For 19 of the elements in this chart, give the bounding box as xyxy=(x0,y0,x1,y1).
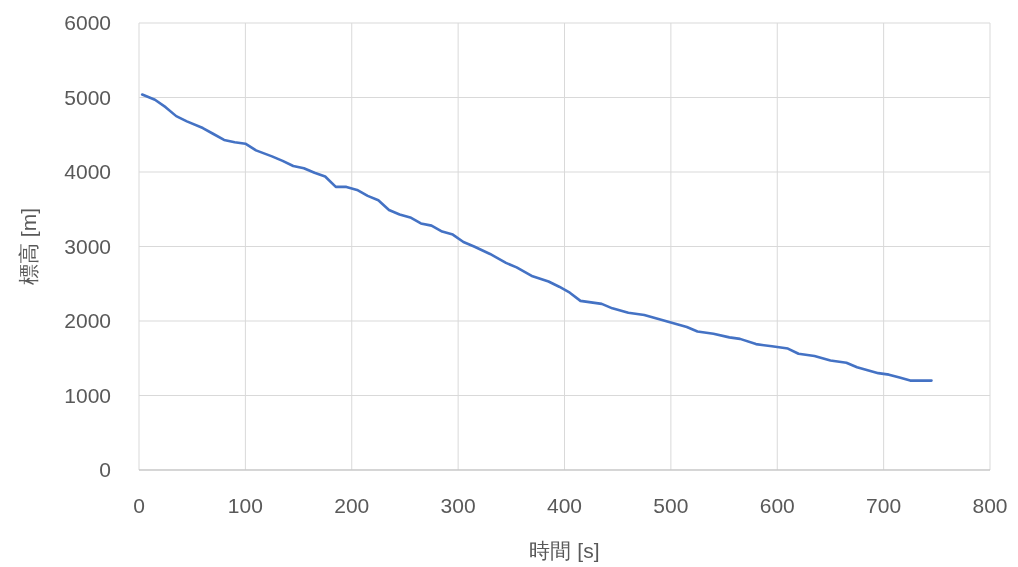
x-tick-label: 0 xyxy=(133,494,145,517)
y-tick-label: 0 xyxy=(99,458,111,481)
x-tick-label: 800 xyxy=(972,494,1008,517)
x-tick-label: 700 xyxy=(866,494,902,517)
x-tick-label: 100 xyxy=(227,494,263,517)
x-tick-label: 500 xyxy=(653,494,689,517)
x-tick-label: 200 xyxy=(334,494,370,517)
y-axis-title: 標高 [m] xyxy=(17,208,40,285)
x-tick-label: 400 xyxy=(546,494,583,517)
y-tick-label: 3000 xyxy=(64,234,111,258)
x-axis-title: 時間 [s] xyxy=(529,539,600,562)
y-tick-label: 2000 xyxy=(64,309,111,332)
y-tick-label: 5000 xyxy=(64,85,111,109)
line-series xyxy=(140,93,933,382)
x-tick-label: 300 xyxy=(440,494,476,517)
y-tick-label: 6000 xyxy=(64,11,111,34)
y-tick-label: 1000 xyxy=(64,383,111,407)
x-tick-label: 600 xyxy=(759,494,795,517)
y-tick-label: 4000 xyxy=(64,160,111,183)
